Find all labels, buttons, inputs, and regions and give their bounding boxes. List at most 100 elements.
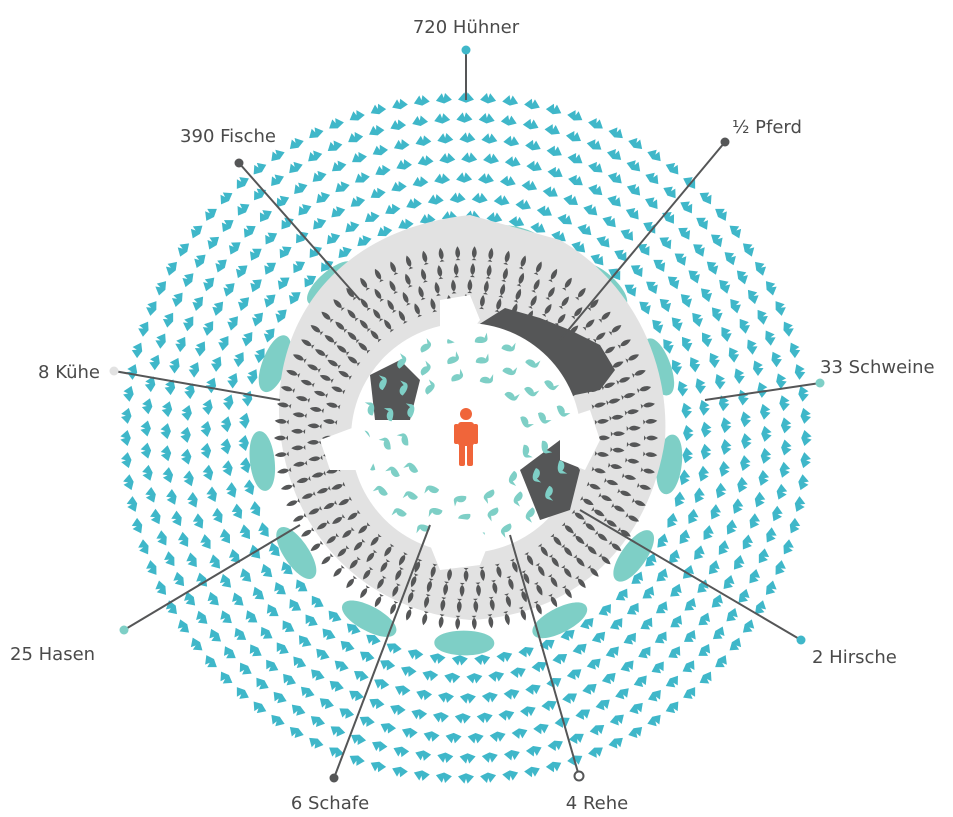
- chicken-icon: [525, 746, 542, 757]
- chicken-icon: [699, 192, 712, 205]
- fish-icon: [547, 574, 558, 588]
- fish-icon: [370, 330, 382, 343]
- chicken-icon: [200, 420, 211, 437]
- chicken-icon: [567, 110, 583, 121]
- rabbit-icon: [420, 338, 432, 353]
- chicken-icon: [531, 661, 547, 673]
- chicken-icon: [738, 588, 750, 603]
- fish-icon: [617, 527, 631, 537]
- chicken-icon: [223, 646, 236, 659]
- chicken-icon: [703, 525, 714, 541]
- chicken-icon: [171, 292, 183, 308]
- chicken-icon: [526, 160, 542, 172]
- chicken-icon: [699, 399, 710, 416]
- fish-icon: [291, 444, 306, 451]
- chicken-icon: [671, 317, 683, 332]
- rabbit-icon: [402, 491, 418, 500]
- chicken-icon: [243, 479, 255, 496]
- chicken-icon: [747, 289, 759, 305]
- callout-dot-chickens: [461, 45, 471, 55]
- fish-icon: [326, 466, 341, 474]
- fish-icon: [374, 288, 385, 302]
- chicken-icon: [205, 377, 217, 394]
- chicken-icon: [171, 510, 182, 527]
- chicken-icon: [271, 714, 285, 727]
- fish-icon: [301, 491, 316, 499]
- chicken-icon: [265, 232, 278, 245]
- fish-icon: [359, 319, 371, 332]
- chicken-icon: [246, 369, 258, 385]
- chicken-icon: [503, 749, 520, 761]
- chicken-icon: [180, 448, 192, 465]
- chicken-icon: [758, 469, 770, 486]
- chicken-icon: [339, 708, 355, 719]
- fish-icon: [603, 478, 619, 486]
- fish-icon: [370, 533, 382, 546]
- chicken-icon: [150, 508, 161, 525]
- fish-icon: [617, 488, 632, 497]
- rabbit-icon: [479, 374, 494, 384]
- chicken-icon: [351, 734, 367, 746]
- chicken-icon: [146, 301, 157, 316]
- chicken-icon: [582, 683, 597, 695]
- chicken-icon: [466, 673, 483, 684]
- chicken-icon: [536, 205, 552, 216]
- fish-icon: [575, 575, 586, 589]
- fish-icon: [307, 364, 321, 373]
- chicken-icon: [726, 519, 738, 535]
- chicken-icon: [263, 328, 275, 343]
- pig-icon: [249, 431, 276, 491]
- fish-icon: [358, 342, 371, 354]
- chicken-icon: [454, 713, 471, 724]
- chicken-icon: [524, 98, 540, 110]
- chicken-icon: [682, 660, 695, 673]
- chicken-icon: [309, 127, 324, 139]
- fish-icon: [295, 396, 311, 403]
- chicken-icon: [165, 261, 177, 276]
- chicken-icon: [183, 316, 194, 332]
- chicken-icon: [607, 195, 621, 207]
- rabbit-icon: [532, 468, 542, 483]
- chicken-icon: [282, 620, 295, 633]
- chicken-icon: [789, 342, 801, 359]
- fish-icon: [338, 496, 353, 506]
- callout-dot-sheep: [329, 773, 339, 783]
- chicken-icon: [237, 297, 250, 311]
- fish-icon: [471, 615, 477, 630]
- chicken-icon: [311, 595, 324, 608]
- chicken-icon: [623, 632, 636, 645]
- chicken-icon: [481, 692, 498, 703]
- chicken-icon: [205, 655, 217, 668]
- fish-icon: [405, 273, 413, 288]
- chicken-icon: [249, 644, 262, 657]
- chicken-icon: [434, 113, 451, 124]
- chicken-icon: [628, 727, 643, 739]
- chicken-icon: [521, 180, 538, 191]
- fish-icon: [625, 513, 640, 522]
- chicken-icon: [643, 221, 656, 234]
- chicken-icon: [439, 152, 456, 164]
- chicken-icon: [670, 615, 683, 628]
- chicken-icon: [309, 737, 324, 749]
- chicken-icon: [240, 568, 252, 582]
- fish-icon: [333, 564, 345, 577]
- chicken-icon: [478, 113, 495, 124]
- chicken-icon: [370, 761, 387, 773]
- chicken-icon: [123, 385, 134, 402]
- chicken-icon: [162, 467, 174, 484]
- chicken-icon: [645, 172, 659, 185]
- rabbit-icon: [405, 403, 415, 418]
- fish-icon: [625, 354, 640, 363]
- callout-lines: [113, 50, 821, 779]
- chicken-icon: [294, 182, 308, 194]
- fish-ring: [274, 246, 658, 630]
- chicken-icon: [138, 539, 149, 555]
- chicken-icon: [121, 452, 132, 469]
- chicken-icon: [313, 218, 327, 230]
- fish-icon: [307, 423, 322, 429]
- rabbit-icon: [474, 332, 488, 344]
- chicken-icon: [200, 442, 212, 459]
- chicken-icon: [164, 379, 176, 396]
- chicken-icon: [166, 489, 177, 505]
- chicken-icon: [437, 133, 454, 144]
